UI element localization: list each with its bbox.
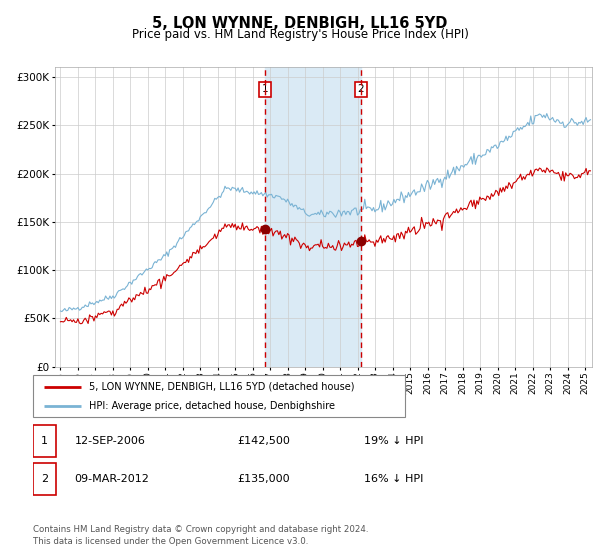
Text: 16% ↓ HPI: 16% ↓ HPI: [364, 474, 424, 484]
Text: HPI: Average price, detached house, Denbighshire: HPI: Average price, detached house, Denb…: [89, 401, 335, 411]
FancyBboxPatch shape: [33, 375, 405, 417]
Text: £135,000: £135,000: [237, 474, 290, 484]
Text: 09-MAR-2012: 09-MAR-2012: [74, 474, 149, 484]
Text: 1: 1: [262, 85, 269, 95]
Text: 2: 2: [41, 474, 48, 484]
FancyBboxPatch shape: [33, 463, 56, 495]
FancyBboxPatch shape: [33, 425, 56, 457]
Text: 19% ↓ HPI: 19% ↓ HPI: [364, 436, 424, 446]
Text: 12-SEP-2006: 12-SEP-2006: [74, 436, 145, 446]
Text: Price paid vs. HM Land Registry's House Price Index (HPI): Price paid vs. HM Land Registry's House …: [131, 28, 469, 41]
Text: 1: 1: [41, 436, 48, 446]
Text: £142,500: £142,500: [237, 436, 290, 446]
Bar: [265, 67, 361, 367]
Text: 5, LON WYNNE, DENBIGH, LL16 5YD: 5, LON WYNNE, DENBIGH, LL16 5YD: [152, 16, 448, 31]
Text: 2: 2: [358, 85, 364, 95]
Text: Contains HM Land Registry data © Crown copyright and database right 2024.
This d: Contains HM Land Registry data © Crown c…: [33, 525, 368, 546]
Text: 5, LON WYNNE, DENBIGH, LL16 5YD (detached house): 5, LON WYNNE, DENBIGH, LL16 5YD (detache…: [89, 381, 354, 391]
